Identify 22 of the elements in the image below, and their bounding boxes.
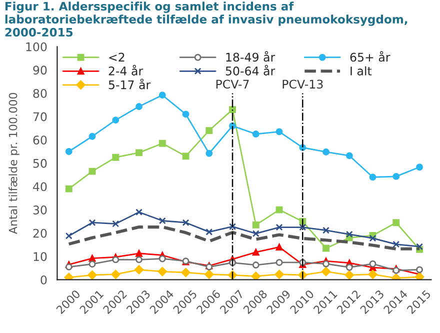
y-tick-label: 70 <box>33 112 47 122</box>
legend-label: <2 <box>109 52 124 62</box>
y-tick-label: 30 <box>33 206 47 214</box>
y-tick-label: 50 <box>33 158 47 168</box>
y-tick-label: 10 <box>34 252 47 262</box>
y-tick-label: 80 <box>33 88 47 98</box>
y-tick-label: 90 <box>33 66 47 75</box>
y-tick-label: 60 <box>33 136 47 145</box>
y-tick-label: 40 <box>33 182 47 192</box>
y-tick-label: 20 <box>33 228 47 238</box>
legend-label: 2-4 år <box>108 64 144 76</box>
y-tick-label: 100 <box>26 42 47 52</box>
y-tick-label: 0 <box>40 275 47 284</box>
legend-label: I alt <box>350 66 372 76</box>
ref-line-label: PCV-7 <box>216 80 249 89</box>
chart-title: Figur 1. Aldersspecifik og samlet incidens af laboratoriebekræftede tilfælde af invasiv pneumokoksygdom, 2000-2015 <box>5 2 408 37</box>
ref-line-label: PCV-13 <box>282 80 323 89</box>
legend-label: 50-64 år <box>226 64 276 76</box>
legend-label: 65+ år <box>350 51 390 62</box>
y-axis-title: Antal tilfælde pr. 100.000 <box>8 92 20 234</box>
legend-label: 18-49 år <box>226 51 276 62</box>
legend-label: 5-17 år <box>108 78 151 90</box>
